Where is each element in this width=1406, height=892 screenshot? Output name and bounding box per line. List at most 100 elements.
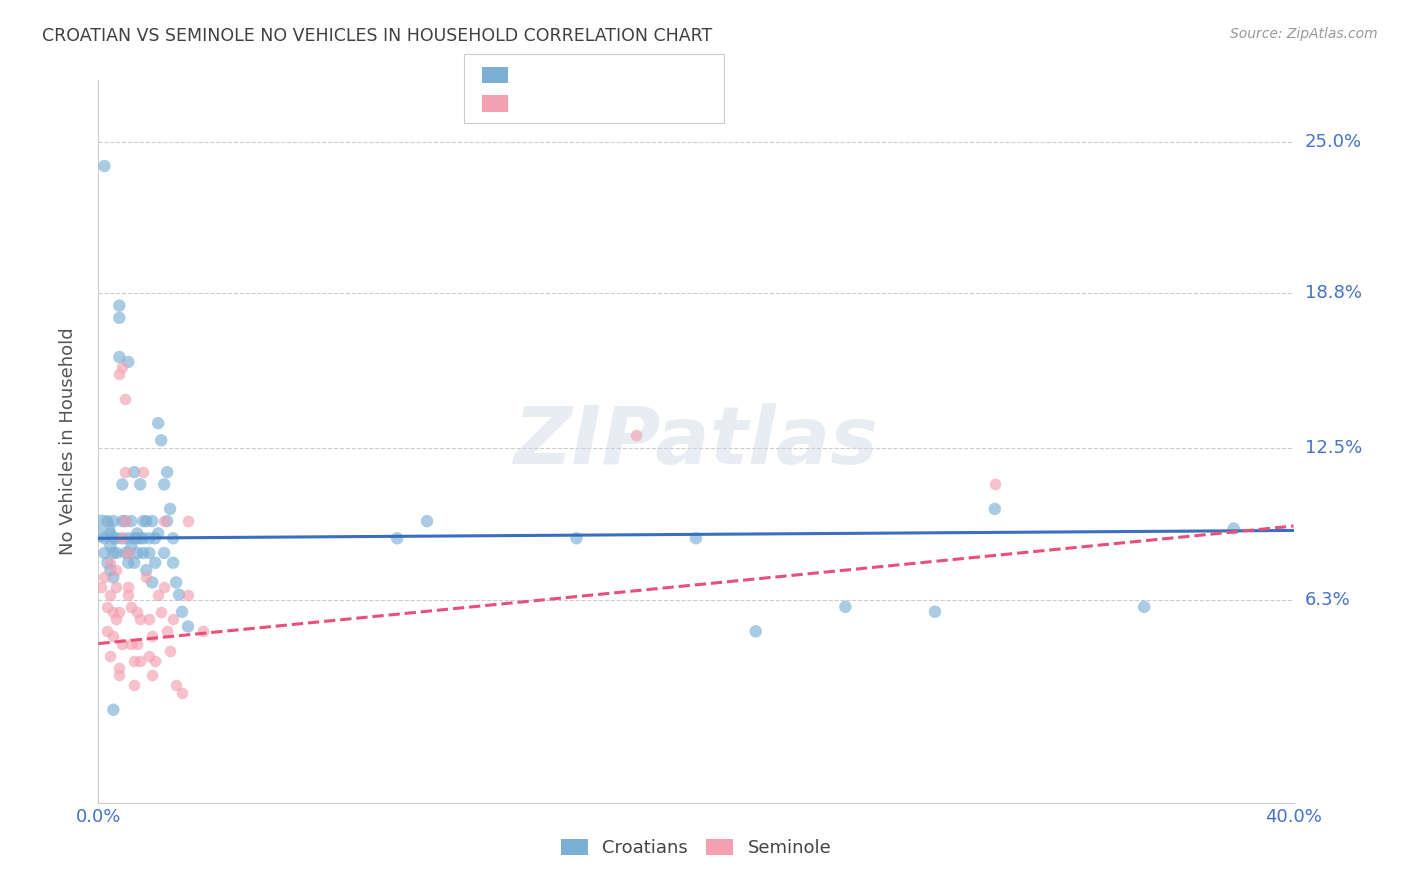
Point (129, 612, 152, 626)
Point (93, 570, 115, 584)
Point (416, 514, 439, 528)
Point (177, 588, 200, 602)
Point (117, 546, 139, 560)
Point (191, 624, 214, 639)
Point (117, 546, 139, 560)
Point (103, 531, 125, 545)
Point (153, 477, 176, 491)
Point (120, 514, 142, 528)
Point (834, 599, 856, 614)
Y-axis label: No Vehicles in Household: No Vehicles in Household (59, 327, 77, 556)
Point (172, 685, 194, 699)
Point (93, 159, 115, 173)
Point (111, 359, 134, 374)
Point (129, 654, 152, 668)
Point (98, 556, 122, 570)
Point (153, 580, 176, 594)
Point (138, 612, 160, 626)
Point (103, 546, 125, 560)
Point (127, 637, 149, 651)
Point (108, 350, 131, 364)
Text: 0.015: 0.015 (541, 65, 598, 83)
Point (127, 546, 149, 560)
Point (117, 580, 139, 594)
Point (150, 605, 173, 619)
Point (153, 546, 176, 560)
Point (162, 556, 184, 570)
Point (135, 514, 157, 528)
Point (114, 465, 136, 479)
Point (141, 514, 163, 528)
Point (120, 539, 142, 553)
Point (105, 580, 128, 594)
Point (98, 539, 122, 553)
Point (103, 570, 125, 584)
Point (103, 605, 125, 619)
Point (141, 668, 163, 682)
Point (143, 556, 166, 570)
Point (90, 521, 112, 535)
Text: ZIPatlas: ZIPatlas (513, 402, 879, 481)
Point (114, 392, 136, 406)
Text: N =: N = (598, 65, 650, 83)
Text: 54: 54 (637, 94, 662, 112)
Point (129, 477, 152, 491)
Point (114, 514, 136, 528)
Point (124, 654, 146, 668)
Point (167, 588, 190, 602)
Point (96, 624, 118, 639)
Point (138, 546, 160, 560)
Point (745, 624, 768, 639)
Point (111, 531, 134, 545)
Point (177, 514, 200, 528)
Point (96, 599, 118, 614)
Point (108, 605, 131, 619)
Point (105, 546, 128, 560)
Point (103, 514, 125, 528)
Point (108, 367, 131, 381)
Point (138, 648, 160, 663)
Point (108, 668, 131, 682)
Point (105, 563, 128, 577)
Point (1133, 599, 1156, 614)
Point (162, 531, 184, 545)
Point (156, 514, 179, 528)
Point (132, 546, 155, 560)
Point (103, 703, 125, 717)
Point (111, 477, 134, 491)
Point (148, 588, 170, 602)
Point (132, 531, 155, 545)
Point (124, 531, 146, 545)
Point (159, 644, 181, 658)
Point (685, 531, 707, 545)
Point (385, 531, 409, 545)
Point (117, 355, 139, 369)
Text: 6.3%: 6.3% (1305, 591, 1350, 608)
Point (565, 531, 588, 545)
Point (127, 526, 149, 541)
Text: N =: N = (598, 94, 650, 112)
Point (117, 588, 139, 602)
Point (114, 514, 136, 528)
Point (132, 514, 155, 528)
Point (105, 612, 128, 626)
Point (120, 637, 142, 651)
Point (117, 556, 139, 570)
Point (127, 605, 149, 619)
Point (165, 678, 187, 692)
Point (159, 502, 181, 516)
Text: 12.5%: 12.5% (1305, 439, 1362, 457)
Point (124, 678, 146, 692)
Point (135, 570, 157, 584)
Point (156, 624, 179, 639)
Point (127, 531, 149, 545)
Point (90, 580, 112, 594)
Point (111, 637, 134, 651)
Point (108, 310, 131, 325)
Point (98, 563, 122, 577)
Point (177, 619, 200, 633)
Legend: Croatians, Seminole: Croatians, Seminole (551, 830, 841, 866)
Point (143, 654, 166, 668)
Text: 0.251: 0.251 (541, 94, 598, 112)
Point (103, 629, 125, 643)
